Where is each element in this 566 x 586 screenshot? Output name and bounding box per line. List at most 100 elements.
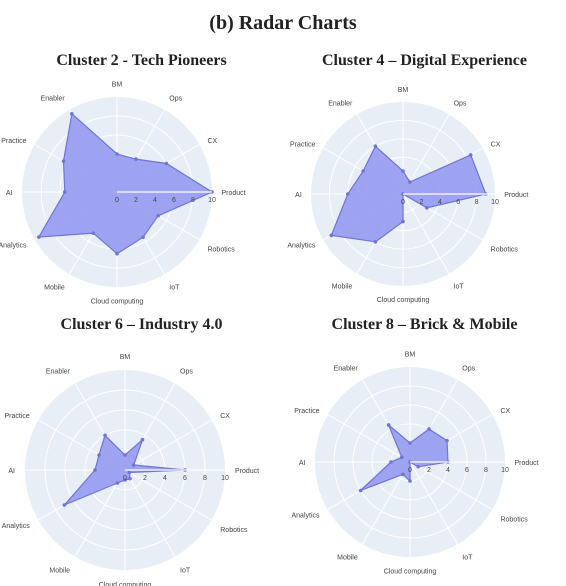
tick-label-8: 8: [203, 475, 207, 482]
data-point-mobile: [115, 481, 120, 485]
radar-chart: 0 2 4 6 8 10 Product CX Ops BM Enabler Practice AI An…: [291, 352, 539, 576]
axis-label-product: Product: [515, 460, 539, 467]
axis-label-practice: Practice: [294, 408, 319, 415]
tick-label-6: 6: [183, 475, 187, 482]
axis-label-mobile: Mobile: [44, 284, 65, 291]
data-point-mobile: [373, 240, 378, 244]
data-point-robotics: [416, 464, 421, 469]
data-point-cloud-computing: [401, 219, 405, 224]
axis-label-cloud-computing: Cloud computing: [91, 299, 144, 306]
data-point-ops: [408, 180, 412, 184]
data-point-ops: [140, 437, 145, 442]
axis-label-robotics: Robotics: [491, 247, 519, 254]
radar-panel-cluster-8: Cluster 8 – Brick & Mobile 0 2 4 6 8 10 Produc…: [283, 312, 566, 582]
tick-label-10: 10: [221, 475, 229, 482]
radar-chart: 0 2 4 6 8 10 Product CX Ops BM Enabler Practice AI An…: [0, 82, 246, 306]
chart-title: Cluster 4 – Digital Experience: [321, 52, 527, 69]
axis-label-ops: Ops: [454, 100, 467, 107]
axis-label-mobile: Mobile: [332, 284, 353, 291]
grid-spoke: [124, 469, 176, 557]
data-point-practice: [399, 455, 404, 460]
axis-label-enabler: Enabler: [41, 96, 66, 103]
axis-label-analytics: Analytics: [2, 523, 31, 530]
axis-label-product: Product: [504, 192, 528, 199]
data-point-enabler: [103, 433, 107, 438]
data-point-practice: [97, 453, 101, 457]
axis-label-ai: AI: [299, 460, 306, 467]
data-point-mobile: [401, 472, 405, 477]
data-point-ai: [93, 468, 97, 472]
axis-label-iot: IoT: [462, 554, 473, 561]
data-point-robotics: [156, 213, 160, 218]
data-point-analytics: [329, 233, 334, 238]
axis-label-cx: CX: [491, 141, 501, 148]
axis-label-analytics: Analytics: [287, 243, 316, 250]
axis-label-bm: BM: [405, 352, 416, 359]
axis-label-ai: AI: [8, 468, 15, 475]
tick-label-10: 10: [491, 199, 499, 206]
axis-label-cx: CX: [207, 138, 217, 145]
data-point-analytics: [358, 488, 363, 493]
data-point-enabler: [70, 112, 74, 116]
grid-spoke: [327, 414, 411, 463]
grid-spoke: [124, 469, 212, 521]
axis-label-ops: Ops: [169, 96, 182, 103]
axis-label-practice: Practice: [290, 141, 315, 148]
data-point-ops: [427, 427, 431, 431]
data-point-robotics: [425, 206, 429, 210]
data-point-cx: [164, 161, 169, 166]
data-point-robotics: [127, 470, 132, 475]
tick-label-0: 0: [408, 467, 412, 474]
axis-label-bm: BM: [398, 87, 409, 94]
tick-label-4: 4: [446, 467, 450, 474]
grid-spoke: [402, 193, 450, 274]
chart-title: Cluster 2 - Tech Pioneers: [56, 52, 227, 69]
chart-title: Cluster 6 – Industry 4.0: [60, 316, 223, 333]
data-point-practice: [61, 159, 66, 163]
grid-spoke: [124, 419, 212, 471]
axis-label-enabler: Enabler: [328, 100, 353, 107]
axis-label-analytics: Analytics: [0, 242, 27, 249]
tick-label-10: 10: [501, 467, 509, 474]
data-point-enabler: [386, 423, 391, 427]
data-point-bm: [401, 169, 405, 173]
tick-label-4: 4: [163, 475, 167, 482]
axis-label-analytics: Analytics: [291, 512, 320, 519]
tick-label-10: 10: [208, 197, 216, 204]
data-point-practice: [361, 169, 365, 173]
tick-label-0: 0: [123, 475, 127, 482]
tick-label-2: 2: [419, 199, 423, 206]
axis-label-iot: IoT: [454, 284, 465, 291]
axis-label-ai: AI: [295, 192, 302, 199]
axis-label-enabler: Enabler: [46, 369, 71, 376]
axis-label-cloud-computing: Cloud computing: [377, 297, 430, 304]
data-point-cx: [468, 153, 473, 157]
radar-panel-cluster-2: Cluster 2 - Tech Pioneers 0 2 4 6 8 10 Product…: [0, 48, 283, 318]
page-title: (b) Radar Charts: [209, 12, 357, 34]
data-point-analytics: [62, 503, 67, 507]
axis-label-bm: BM: [112, 82, 123, 89]
data-point-ai: [346, 192, 350, 196]
axis-label-robotics: Robotics: [220, 527, 248, 534]
data-point-enabler: [373, 144, 378, 148]
tick-label-8: 8: [191, 197, 195, 204]
data-point-analytics: [37, 235, 41, 239]
data-point-ops: [134, 157, 138, 161]
data-point-ai: [62, 190, 67, 194]
axis-label-ai: AI: [6, 190, 13, 197]
data-point-bm: [408, 441, 412, 445]
tick-label-6: 6: [456, 199, 460, 206]
tick-label-8: 8: [484, 467, 488, 474]
axis-label-bm: BM: [120, 354, 131, 361]
radar-panel-cluster-4: Cluster 4 – Digital Experience 0 2 4 6 8 10 Pr…: [283, 48, 566, 318]
tick-label-0: 0: [115, 197, 119, 204]
data-point-bm: [123, 453, 127, 457]
data-point-cloud-computing: [123, 478, 127, 482]
grid-spoke: [409, 461, 458, 545]
axis-label-practice: Practice: [4, 413, 29, 420]
chart-title: Cluster 8 – Brick & Mobile: [331, 316, 518, 333]
radar-chart: 0 2 4 6 8 10 Product CX Ops BM Enabler Practice AI An…: [287, 87, 528, 304]
axis-label-mobile: Mobile: [337, 554, 358, 561]
data-point-cx: [131, 463, 136, 467]
data-point-ai: [389, 460, 393, 464]
